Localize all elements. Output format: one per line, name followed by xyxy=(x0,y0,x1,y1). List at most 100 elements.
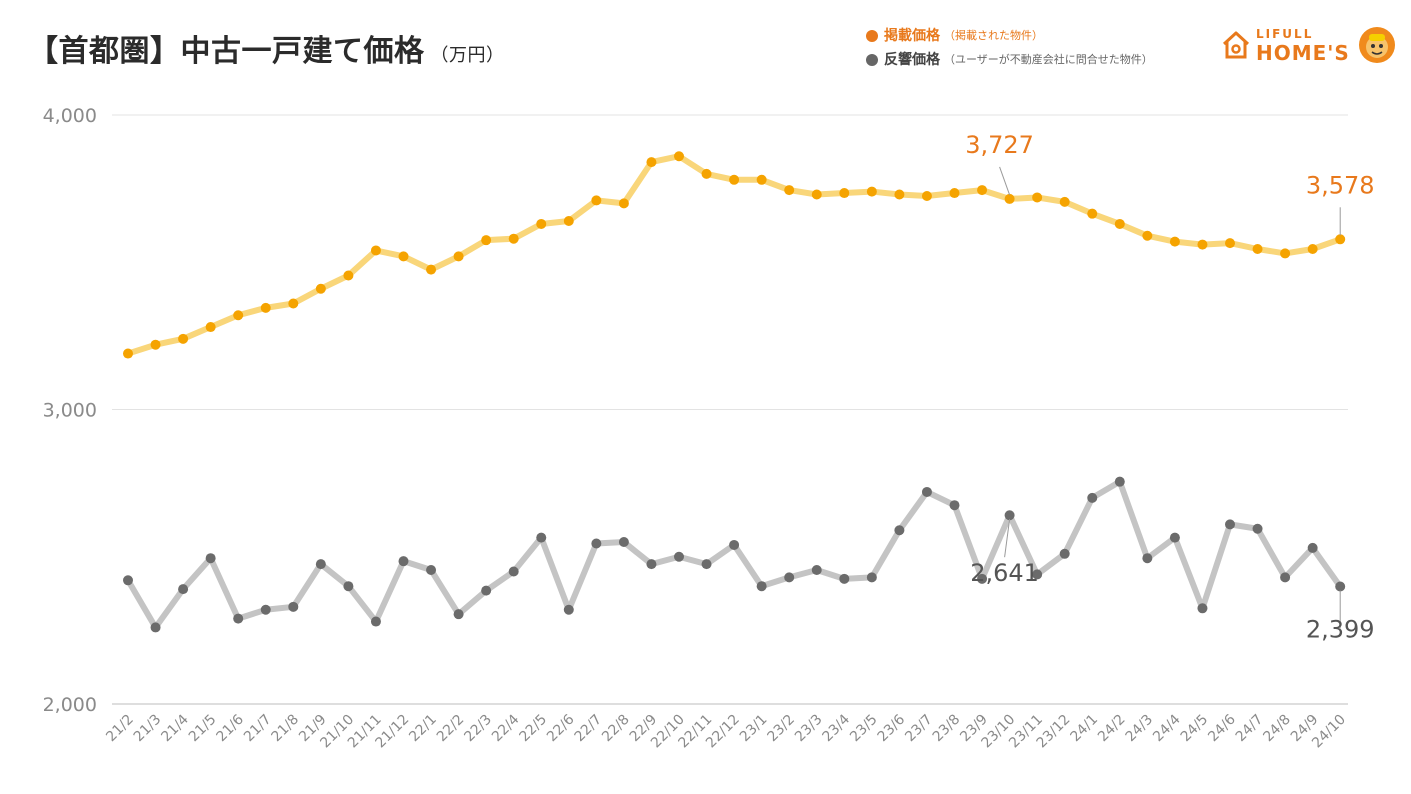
x-tick-label: 22/4 xyxy=(489,711,523,745)
data-point-inquiry xyxy=(949,500,960,511)
data-point-inquiry xyxy=(784,572,795,583)
data-point-listing xyxy=(1225,238,1235,249)
data-point-listing xyxy=(784,185,795,196)
x-tick-label: 23/7 xyxy=(902,712,936,746)
data-point-listing xyxy=(866,186,877,197)
data-point-inquiry xyxy=(370,616,381,627)
data-point-listing xyxy=(756,174,767,185)
data-point-inquiry xyxy=(1169,532,1180,543)
data-point-listing xyxy=(233,310,244,321)
annotation-leader xyxy=(999,166,1011,196)
series-line-listing xyxy=(125,153,1344,357)
data-point-listing xyxy=(205,322,216,333)
legend-marker-inquiry xyxy=(866,54,878,66)
x-tick-label: 22/7 xyxy=(572,712,606,746)
data-point-inquiry xyxy=(1335,581,1346,592)
x-tick-label: 21/6 xyxy=(213,711,247,745)
data-point-listing xyxy=(1114,218,1125,229)
data-point-listing xyxy=(1280,248,1291,259)
x-tick-label: 23/6 xyxy=(875,711,909,745)
chart-title: 【首都圏】中古一戸建て価格 （万円） xyxy=(28,26,505,70)
data-point-inquiry xyxy=(508,566,519,577)
data-point-listing xyxy=(398,251,409,262)
data-point-listing xyxy=(370,245,381,256)
annotation-leader xyxy=(1004,519,1011,558)
data-point-listing xyxy=(1142,230,1153,241)
data-point-inquiry xyxy=(233,613,244,624)
data-point-inquiry xyxy=(260,604,271,615)
x-tick-label: 21/5 xyxy=(186,712,220,746)
y-tick-label: 3,000 xyxy=(43,400,97,422)
data-point-inquiry xyxy=(1252,523,1263,534)
data-point-inquiry xyxy=(1004,510,1015,521)
data-point-inquiry xyxy=(563,604,574,615)
data-point-listing xyxy=(343,270,354,281)
x-tick-label: 24/3 xyxy=(1123,712,1157,746)
data-point-inquiry xyxy=(398,556,409,567)
data-point-inquiry xyxy=(536,532,547,543)
series-line-inquiry xyxy=(125,478,1344,631)
data-point-listing xyxy=(1335,234,1346,245)
data-point-listing xyxy=(288,298,299,309)
legend-marker-listing xyxy=(866,30,878,42)
chart-title-unit: （万円） xyxy=(430,45,505,66)
x-tick-label: 23/1 xyxy=(737,712,771,746)
data-point-inquiry xyxy=(591,538,602,549)
house-icon xyxy=(1222,31,1250,59)
data-point-inquiry xyxy=(977,573,988,584)
data-point-listing xyxy=(1197,239,1208,250)
data-point-inquiry xyxy=(701,559,712,570)
y-tick-label: 2,000 xyxy=(43,694,97,716)
x-tick-label: 22/5 xyxy=(517,712,551,746)
logo-text-line1: LIFULL xyxy=(1256,26,1314,41)
data-point-inquiry xyxy=(1225,519,1235,530)
data-point-listing xyxy=(1169,236,1180,247)
data-point-listing xyxy=(481,235,492,246)
data-point-inquiry xyxy=(178,584,189,595)
data-point-listing xyxy=(1032,192,1043,203)
data-point-inquiry xyxy=(288,601,299,612)
data-point-listing xyxy=(921,190,932,201)
mascot-icon xyxy=(1358,27,1395,63)
x-tick-label: 21/8 xyxy=(269,712,303,746)
data-point-inquiry xyxy=(1059,548,1070,559)
legend-label-listing: 掲載価格 xyxy=(884,28,940,44)
data-point-listing xyxy=(123,348,133,359)
x-tick-label: 21/2 xyxy=(103,712,137,746)
x-tick-label: 23/5 xyxy=(847,712,881,746)
data-point-inquiry xyxy=(1087,492,1098,503)
data-point-inquiry xyxy=(1142,553,1153,564)
data-point-listing xyxy=(150,339,161,350)
data-point-listing xyxy=(1252,243,1263,254)
data-point-inquiry xyxy=(205,553,216,564)
x-tick-label: 23/4 xyxy=(820,711,854,745)
legend-note-listing: （掲載された物件） xyxy=(944,29,1043,42)
y-tick-label: 4,000 xyxy=(43,105,97,127)
x-tick-label: 22/1 xyxy=(406,712,440,746)
x-tick-label: 22/6 xyxy=(544,711,578,745)
x-tick-label: 21/7 xyxy=(241,712,275,746)
data-point-listing xyxy=(729,174,740,185)
legend-item-inquiry: 反響価格 （ユーザーが不動産会社に問合せた物件） xyxy=(866,48,1153,72)
x-tick-label: 22/8 xyxy=(599,712,633,746)
data-label: 3,578 xyxy=(1306,171,1375,199)
brand-logo: LIFULL HOME'S xyxy=(1222,26,1396,64)
data-point-listing xyxy=(894,189,905,200)
data-point-listing xyxy=(1059,196,1070,207)
data-point-inquiry xyxy=(646,559,657,570)
data-point-inquiry xyxy=(729,539,740,550)
legend-note-inquiry: （ユーザーが不動産会社に問合せた物件） xyxy=(944,53,1153,66)
data-point-inquiry xyxy=(894,525,905,536)
legend-label-inquiry: 反響価格 xyxy=(884,52,940,68)
data-point-listing xyxy=(508,233,519,244)
data-point-inquiry xyxy=(453,609,464,620)
x-tick-label: 24/5 xyxy=(1178,712,1212,746)
x-tick-label: 24/2 xyxy=(1095,712,1129,746)
x-tick-label: 24/4 xyxy=(1150,711,1184,745)
data-point-inquiry xyxy=(315,559,326,570)
data-point-inquiry xyxy=(674,551,684,562)
data-point-listing xyxy=(701,168,712,179)
data-point-inquiry xyxy=(426,565,437,576)
data-point-inquiry xyxy=(1280,572,1291,583)
